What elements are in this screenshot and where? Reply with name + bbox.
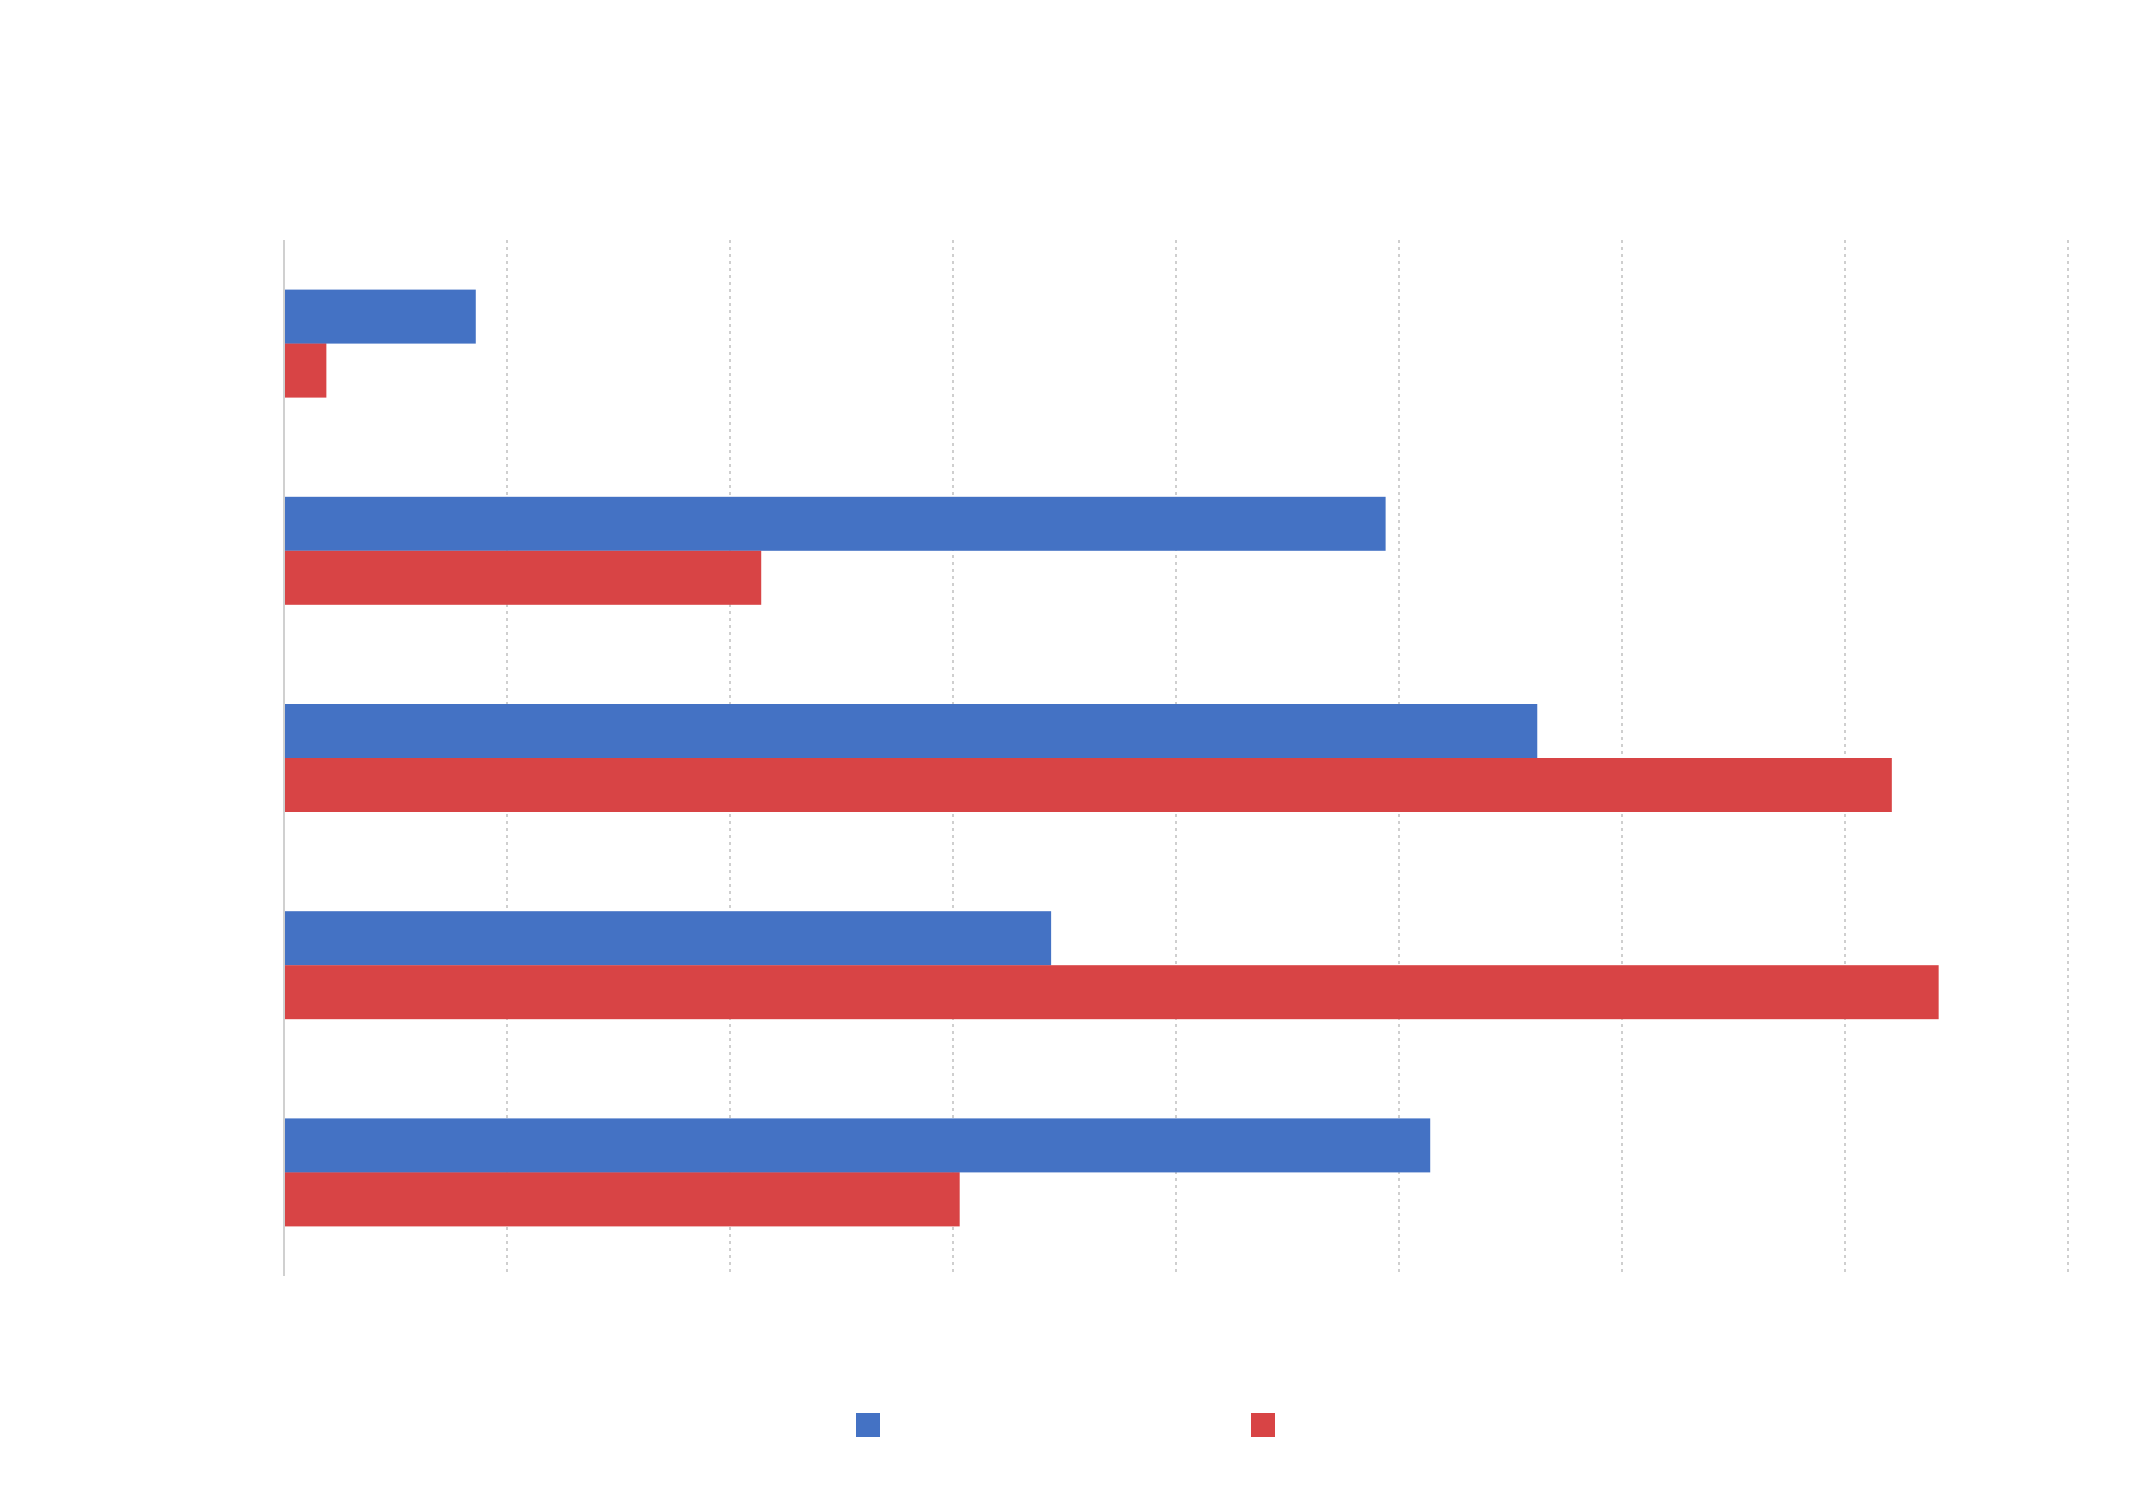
bar-series-2-category-4	[284, 965, 1939, 1020]
bar-series-1-category-3	[284, 704, 1538, 758]
legend-swatch-series-2	[1251, 1413, 1275, 1437]
bar-series-1-category-4	[284, 911, 1052, 966]
bar-series-1-category-5	[284, 1118, 1431, 1173]
legend	[856, 1413, 1275, 1437]
bar-series-2-category-3	[284, 758, 1892, 812]
bar-series-2-category-2	[284, 550, 762, 605]
legend-swatch-series-1	[856, 1413, 880, 1437]
bars	[284, 289, 1939, 1227]
bar-series-1-category-1	[284, 289, 476, 344]
bar-series-2-category-5	[284, 1172, 960, 1227]
bar-series-2-category-1	[284, 343, 327, 398]
bar-series-1-category-2	[284, 496, 1386, 551]
